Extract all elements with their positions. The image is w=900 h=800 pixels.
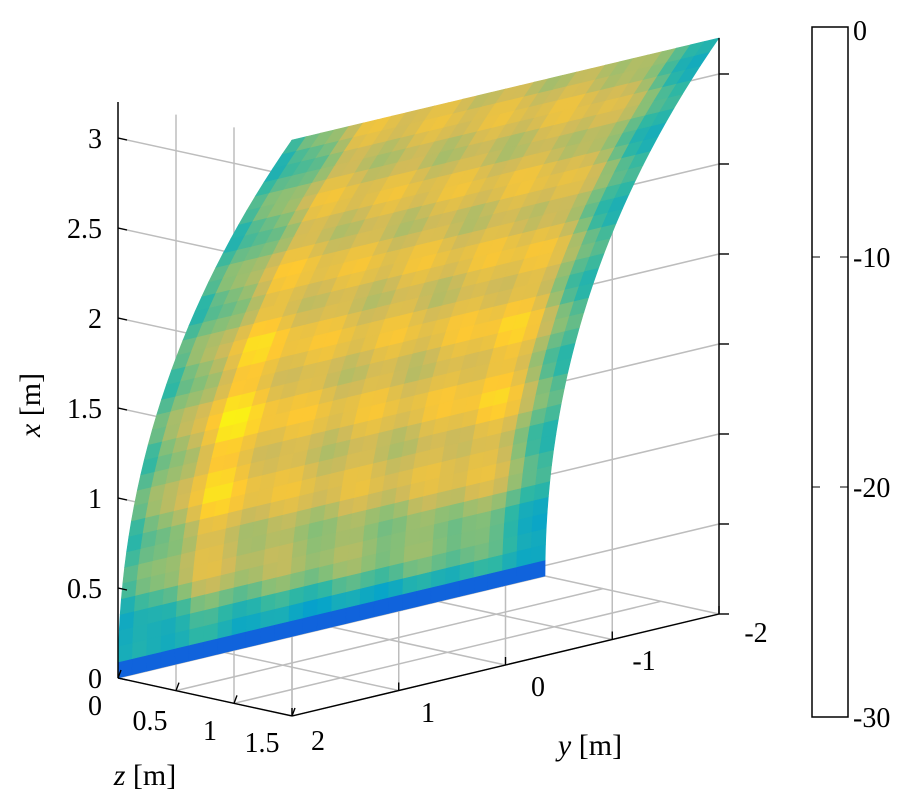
grid-line [331, 626, 506, 666]
x-tick-label: 0 [88, 664, 102, 695]
x-tick-mark [117, 317, 128, 321]
z-tick-mark [233, 695, 238, 704]
z-tick-label: 0 [88, 691, 102, 722]
grid-line [224, 651, 399, 692]
surface [117, 37, 720, 679]
z-tick-mark [175, 682, 180, 691]
grid-line [544, 575, 720, 615]
x-tick-mark [117, 677, 128, 681]
x-tick-label: 3 [88, 124, 102, 155]
y-tick-label: 1 [421, 698, 435, 729]
x-tick-label: 1.5 [67, 394, 102, 425]
x-axis-label: x [m] [14, 373, 47, 438]
x-tick-mark [117, 407, 128, 411]
x-tick-mark [117, 497, 128, 501]
x-tick-label: 0.5 [67, 574, 102, 605]
z-tick-label: 1 [203, 716, 217, 747]
colorbar-box [811, 26, 849, 718]
x-tick-label: 2.5 [67, 214, 102, 245]
z-axis-ticks: 0 0.5 1 1.5 [88, 691, 280, 759]
grid-line [233, 600, 662, 705]
box-edges [117, 37, 729, 717]
z-tick-mark [117, 669, 122, 679]
y-axis-label: y [m] [555, 729, 622, 762]
colorbar-tick-label: -10 [853, 243, 890, 274]
y-tick-label: 2 [311, 726, 325, 757]
x-tick-mark [117, 137, 128, 141]
x-tick-mark [117, 587, 128, 591]
colorbar-tick-label: 0 [853, 16, 867, 47]
y-tick-label: -1 [632, 646, 655, 677]
y-axis-ticks: 2 1 0 -1 -2 [311, 618, 768, 757]
y-tick-label: 0 [531, 672, 545, 703]
axis-line [117, 677, 293, 717]
x-tick-label: 1 [88, 484, 102, 515]
x-tick-label: 2 [88, 304, 102, 335]
y-tick-label: -2 [744, 618, 767, 649]
colorbar-tick-label: -20 [853, 473, 890, 504]
grid-line [175, 587, 604, 692]
grid-line [117, 137, 293, 177]
z-tick-label: 0.5 [133, 706, 168, 737]
colorbar-tick-label: -30 [853, 703, 890, 734]
z-tick-mark [291, 707, 296, 717]
z-tick-label: 1.5 [245, 728, 280, 759]
x-axis-ticks: 0 0.5 1 1.5 2 2.5 3 [67, 124, 102, 695]
z-axis-label: z [m] [113, 759, 177, 792]
grid-line [438, 600, 613, 641]
colorbar: 0 -10 -20 -30 [811, 16, 890, 734]
x-tick-mark [117, 227, 128, 231]
